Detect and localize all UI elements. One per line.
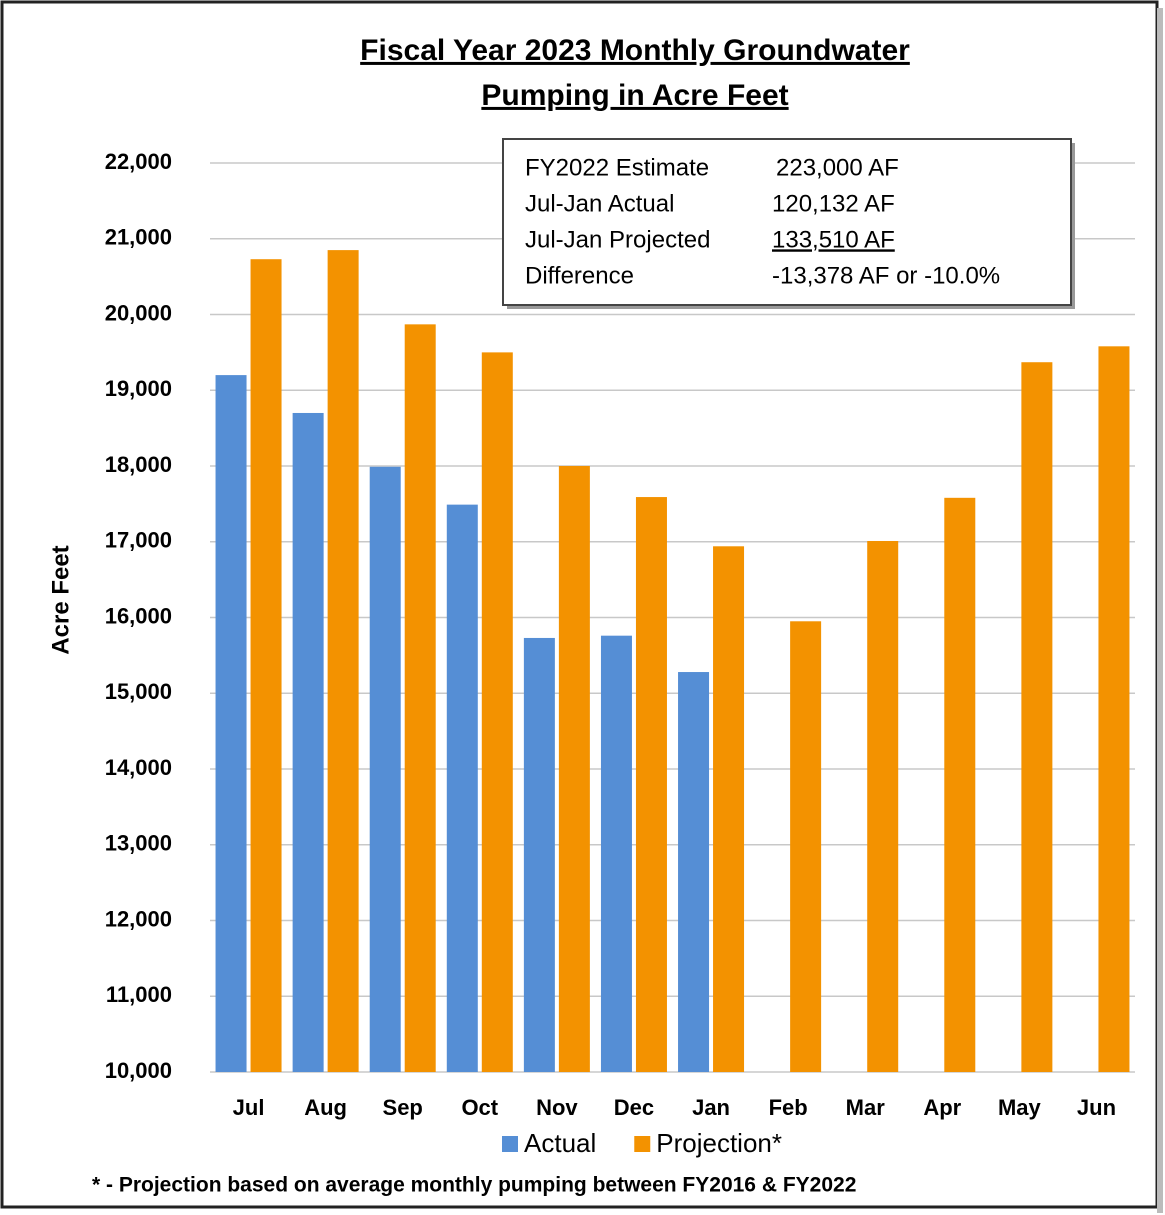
y-tick-label: 11,000: [106, 982, 172, 1007]
bar: [250, 259, 282, 1072]
bar: [558, 466, 590, 1072]
y-tick-label: 12,000: [105, 906, 172, 931]
x-tick-label: Nov: [536, 1095, 578, 1120]
x-tick-label: Sep: [383, 1095, 423, 1120]
annotation-label: FY2022 Estimate: [525, 154, 709, 181]
annotation-label: Jul-Jan Projected: [525, 226, 710, 253]
bar: [713, 546, 745, 1072]
bar: [292, 412, 324, 1073]
y-tick-label: 10,000: [105, 1058, 172, 1083]
chart-title: Fiscal Year 2023 Monthly Groundwater: [360, 34, 910, 67]
x-tick-label: Jun: [1077, 1095, 1116, 1120]
y-tick-label: 16,000: [105, 603, 172, 628]
x-tick-label: Mar: [846, 1095, 886, 1120]
annotation-label: Difference: [525, 262, 634, 289]
x-tick-label: Jul: [233, 1095, 265, 1120]
bar: [369, 466, 401, 1072]
bar: [678, 672, 710, 1072]
bar: [404, 324, 436, 1072]
frame-shadow: [1157, 8, 1163, 1213]
y-tick-label: 15,000: [105, 679, 172, 704]
annotation-value: -13,378 AF or -10.0%: [772, 262, 1000, 289]
legend-label: Actual: [524, 1128, 596, 1158]
x-tick-label: Apr: [923, 1095, 961, 1120]
x-tick-label: Aug: [304, 1095, 347, 1120]
bar: [215, 375, 247, 1073]
bar: [635, 497, 667, 1072]
chart-title: Pumping in Acre Feet: [481, 79, 788, 112]
annotation-value: 223,000 AF: [776, 154, 899, 181]
legend-swatch: [502, 1136, 518, 1152]
annotation-box: [502, 138, 1072, 306]
x-tick-label: Feb: [769, 1095, 808, 1120]
y-tick-label: 20,000: [105, 300, 172, 325]
bar: [944, 497, 976, 1072]
y-tick-label: 14,000: [105, 755, 172, 780]
y-tick-label: 18,000: [105, 452, 172, 477]
x-tick-label: Jan: [692, 1095, 730, 1120]
annotation-value: 120,132 AF: [772, 190, 895, 217]
bar: [523, 637, 555, 1072]
x-tick-label: Dec: [614, 1095, 654, 1120]
y-tick-label: 19,000: [105, 376, 172, 401]
legend-label: Projection*: [656, 1128, 782, 1158]
legend-swatch: [634, 1136, 651, 1152]
annotation-label: Jul-Jan Actual: [525, 190, 674, 217]
bar: [600, 635, 632, 1072]
bar: [1021, 362, 1053, 1072]
bar: [1098, 346, 1130, 1072]
y-tick-label: 13,000: [105, 831, 172, 856]
x-tick-label: Oct: [461, 1095, 498, 1120]
bar: [327, 250, 359, 1073]
bar: [446, 504, 478, 1072]
bar: [481, 352, 513, 1072]
y-tick-label: 17,000: [105, 528, 172, 553]
bar: [867, 540, 899, 1072]
x-tick-label: May: [998, 1095, 1042, 1120]
y-axis-label: Acre Feet: [47, 545, 74, 654]
y-tick-label: 22,000: [105, 149, 172, 174]
y-tick-label: 21,000: [105, 225, 172, 250]
bar: [790, 621, 822, 1072]
footnote: * - Projection based on average monthly …: [92, 1174, 856, 1197]
annotation-value: 133,510 AF: [772, 226, 895, 253]
